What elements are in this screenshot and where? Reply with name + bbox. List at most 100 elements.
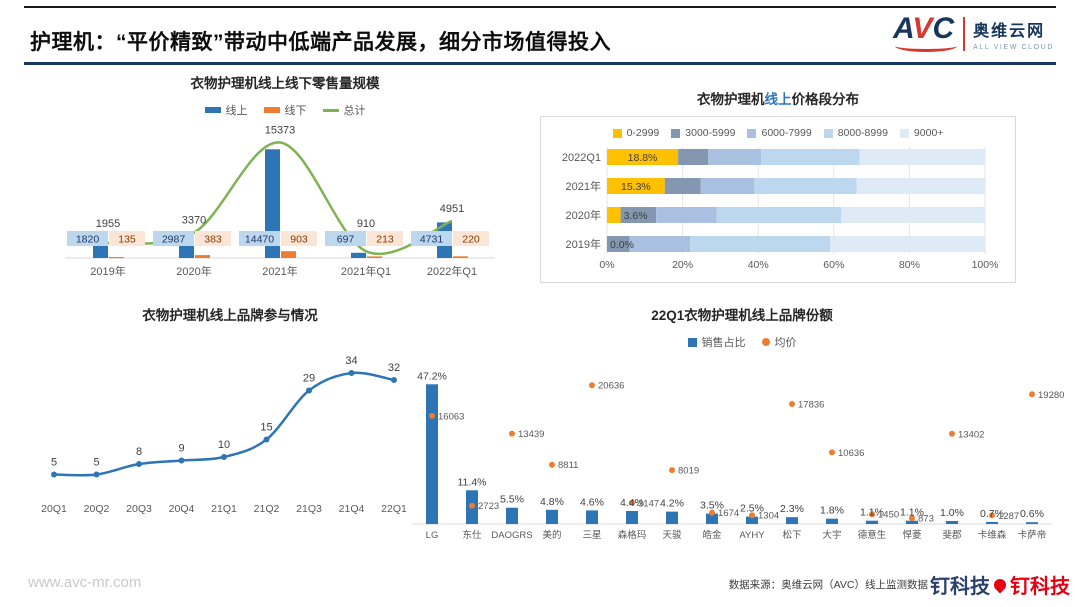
svg-text:皓金: 皓金 xyxy=(702,529,722,541)
legend-swatch-icon xyxy=(322,108,339,112)
svg-text:AYHY: AYHY xyxy=(739,530,765,541)
svg-text:19280: 19280 xyxy=(1038,390,1064,401)
svg-text:2.5%: 2.5% xyxy=(740,503,764,515)
price-distribution-legend: 0-2999 3000-5999 6000-7999 8000-8999 9000+ xyxy=(549,127,1007,139)
svg-text:1820: 1820 xyxy=(76,234,100,246)
svg-text:森格玛: 森格玛 xyxy=(618,529,647,541)
svg-text:18.8%: 18.8% xyxy=(628,152,658,164)
svg-text:29: 29 xyxy=(303,373,315,385)
svg-text:21Q4: 21Q4 xyxy=(339,503,365,515)
svg-text:20Q4: 20Q4 xyxy=(169,503,195,515)
svg-text:100%: 100% xyxy=(972,259,999,271)
brand-participation-title: 衣物护理机线上品牌参与情况 xyxy=(142,308,318,323)
brand-share-legend: 销售占比 均价 xyxy=(406,334,1078,350)
svg-text:0.0%: 0.0% xyxy=(610,239,634,251)
svg-text:4731: 4731 xyxy=(420,234,444,246)
svg-text:1.1%: 1.1% xyxy=(900,507,924,519)
page-title: 护理机：“平价精致”带动中低端产品发展，细分市场值得投入 xyxy=(30,31,611,54)
logo-name-cn: 奥维云网 xyxy=(973,22,1046,40)
logo-name-en: ALL VIEW CLOUD xyxy=(973,43,1054,51)
svg-text:2020年: 2020年 xyxy=(566,208,601,222)
legend-swatch-icon xyxy=(263,107,280,113)
svg-text:4951: 4951 xyxy=(440,203,464,215)
svg-text:22Q1: 22Q1 xyxy=(381,503,407,515)
legend-item: 6000-7999 xyxy=(747,127,812,139)
svg-text:14470: 14470 xyxy=(245,234,274,246)
legend-item: 0-2999 xyxy=(612,127,659,139)
svg-text:美的: 美的 xyxy=(542,529,561,541)
brand-pin-icon xyxy=(991,576,1009,593)
svg-text:1955: 1955 xyxy=(96,218,120,230)
svg-text:2021年: 2021年 xyxy=(566,179,601,193)
legend-swatch-icon xyxy=(823,128,833,138)
svg-text:697: 697 xyxy=(337,234,355,246)
svg-text:80%: 80% xyxy=(899,259,920,271)
retail-volume-title: 衣物护理机线上线下零售量规模 xyxy=(190,76,380,91)
svg-text:2021年Q1: 2021年Q1 xyxy=(341,264,391,278)
brand-logo: 钉科技 xyxy=(991,570,1070,599)
svg-text:8811: 8811 xyxy=(558,460,578,471)
legend-item: 9000+ xyxy=(899,127,943,139)
svg-text:1674: 1674 xyxy=(718,508,739,519)
svg-text:2021年: 2021年 xyxy=(262,264,297,278)
brand-participation-chart: 5 20Q1 5 20Q2 8 20Q3 9 20Q4 10 21Q1 15 21Q2 29 21Q3 34… xyxy=(16,324,444,547)
svg-text:4.6%: 4.6% xyxy=(580,496,604,508)
avc-logo-text: AVC xyxy=(893,14,957,53)
svg-text:2020年: 2020年 xyxy=(176,264,211,278)
svg-text:1304: 1304 xyxy=(758,511,779,522)
logo-names: 奥维云网 ALL VIEW CLOUD xyxy=(963,16,1054,51)
svg-text:4.8%: 4.8% xyxy=(540,496,564,508)
svg-text:松下: 松下 xyxy=(782,529,801,541)
svg-text:17836: 17836 xyxy=(798,400,824,411)
legend-swatch-icon xyxy=(671,128,681,138)
svg-text:15: 15 xyxy=(260,422,272,434)
svg-text:2.3%: 2.3% xyxy=(780,503,804,515)
svg-text:1.8%: 1.8% xyxy=(820,505,844,517)
svg-text:3.6%: 3.6% xyxy=(624,210,648,222)
legend-swatch-icon xyxy=(204,107,221,113)
legend-swatch-icon xyxy=(761,338,770,346)
legend-item: 均价 xyxy=(761,334,797,350)
svg-text:20636: 20636 xyxy=(598,381,624,392)
legend-swatch-icon xyxy=(687,337,697,347)
price-distribution-section: 衣物护理机线上价格段分布 0-2999 3000-5999 6000-7999 800… xyxy=(540,88,1016,283)
brand-participation-section: 衣物护理机线上品牌参与情况 5 20Q1 5 20Q2 8 20Q3 9 20Q4 10 21Q1… xyxy=(16,304,444,547)
brand-share-section: 22Q1衣物护理机线上品牌份额 销售占比 均价 47.2% 16063 LG 11.4%… xyxy=(406,304,1078,567)
svg-text:天骏: 天骏 xyxy=(662,529,682,541)
svg-text:5.5%: 5.5% xyxy=(500,494,524,506)
logo-swoosh-icon xyxy=(894,40,957,52)
svg-text:20%: 20% xyxy=(672,259,693,271)
brand-share-title: 22Q1衣物护理机线上品牌份额 xyxy=(651,308,833,323)
svg-text:DAOGRS: DAOGRS xyxy=(491,530,532,541)
svg-text:873: 873 xyxy=(918,514,934,525)
svg-text:10636: 10636 xyxy=(838,448,864,459)
svg-text:2987: 2987 xyxy=(162,234,186,246)
svg-text:10: 10 xyxy=(218,439,230,451)
svg-text:903: 903 xyxy=(290,234,308,246)
svg-text:0.6%: 0.6% xyxy=(1020,508,1044,520)
svg-text:8: 8 xyxy=(136,446,142,458)
data-source: 数据来源：奥维云网（AVC）线上监测数据 xyxy=(728,579,928,591)
legend-swatch-icon xyxy=(612,128,622,138)
site-watermark: www.avc-mr.com xyxy=(28,574,142,591)
svg-text:2022Q1: 2022Q1 xyxy=(562,152,601,164)
svg-text:21Q1: 21Q1 xyxy=(211,503,237,515)
brand-watermark-shadow: 钉科技 xyxy=(930,576,990,598)
legend-swatch-icon xyxy=(747,128,757,138)
source-area: 数据来源：奥维云网（AVC）线上监测数据 钉科技 钉科技 xyxy=(729,570,1070,599)
svg-text:1287: 1287 xyxy=(998,511,1019,522)
svg-text:135: 135 xyxy=(118,234,136,246)
svg-text:4.2%: 4.2% xyxy=(660,498,684,510)
svg-text:LG: LG xyxy=(426,530,439,541)
avc-logo: AVC 奥维云网 ALL VIEW CLOUD xyxy=(893,14,1054,53)
svg-text:2723: 2723 xyxy=(478,501,499,512)
svg-text:3.5%: 3.5% xyxy=(700,500,724,512)
svg-text:0.7%: 0.7% xyxy=(980,508,1004,520)
svg-text:悍菱: 悍菱 xyxy=(902,529,922,541)
svg-text:东仕: 东仕 xyxy=(462,529,482,541)
svg-text:910: 910 xyxy=(357,218,375,230)
svg-text:32: 32 xyxy=(388,362,400,374)
legend-item: 8000-8999 xyxy=(823,127,888,139)
price-distribution-card: 0-2999 3000-5999 6000-7999 8000-8999 9000+ 0… xyxy=(540,116,1016,283)
brand-logo-text: 钉科技 xyxy=(1010,576,1070,598)
